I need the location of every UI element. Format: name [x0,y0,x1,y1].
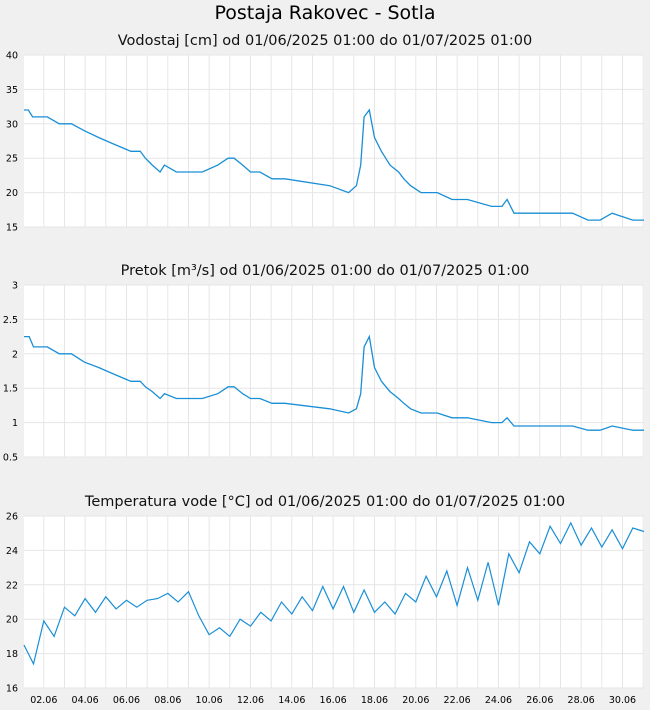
x-tick-label: 24.06 [485,234,512,235]
x-tick-label: 18.06 [361,234,388,235]
x-tick-label: 10.06 [196,695,223,706]
y-tick-label: 2 [12,349,18,360]
x-tick-label: 24.06 [485,464,512,465]
x-tick-label: 14.06 [278,695,305,706]
y-axis-ticks: 0.5 1 1.5 2 2.5 3 [3,281,18,464]
y-tick-label: 25 [6,154,18,165]
x-tick-label: 08.06 [154,695,181,706]
discharge-chart: Pretok [m³/s] od 01/06/2025 01:00 do 01/… [3,263,644,465]
x-tick-label: 16.06 [320,464,347,465]
x-tick-label: 14.06 [278,234,305,235]
x-tick-label: 06.06 [113,234,140,235]
y-tick-label: 1 [12,418,18,429]
x-tick-label: 18.06 [361,464,388,465]
y-tick-label: 35 [6,85,18,96]
x-tick-label: 30.06 [609,234,636,235]
water-level-chart: Vodostaj [cm] od 01/06/2025 01:00 do 01/… [6,33,644,235]
grid [24,54,644,228]
y-tick-label: 15 [6,223,18,234]
x-tick-label: 06.06 [113,695,140,706]
y-tick-label: 0.5 [3,453,18,464]
water-temperature-chart: Temperatura vode [°C] od 01/06/2025 01:0… [6,494,645,706]
series-line [23,521,645,666]
x-tick-label: 14.06 [278,464,305,465]
plot-area [24,55,644,227]
chart-title: Vodostaj [cm] od 01/06/2025 01:00 do 01/… [118,33,532,49]
grid [24,284,644,458]
x-tick-label: 20.06 [402,695,429,706]
y-tick-label: 18 [6,649,18,660]
x-tick-label: 22.06 [444,234,471,235]
x-axis-ticks: 02.06 04.06 06.06 08.06 10.06 12.06 14.06 16.06… [30,464,636,465]
x-tick-label: 28.06 [568,464,595,465]
y-tick-label: 30 [6,119,18,130]
x-tick-label: 12.06 [237,464,264,465]
x-tick-label: 28.06 [568,234,595,235]
y-tick-label: 3 [12,281,18,292]
x-tick-label: 20.06 [402,234,429,235]
plot-area [24,516,644,688]
x-tick-label: 28.06 [568,695,595,706]
x-tick-label: 22.06 [444,464,471,465]
x-tick-label: 02.06 [30,695,57,706]
y-tick-label: 20 [6,188,18,199]
x-tick-label: 26.06 [526,695,553,706]
x-tick-label: 30.06 [609,464,636,465]
x-tick-label: 02.06 [30,464,57,465]
x-tick-label: 06.06 [113,464,140,465]
x-tick-label: 18.06 [361,695,388,706]
y-tick-label: 1.5 [3,384,18,395]
y-tick-label: 20 [6,615,18,626]
x-tick-label: 20.06 [402,464,429,465]
x-tick-label: 22.06 [444,695,471,706]
plot-area [24,285,644,457]
x-tick-label: 10.06 [196,464,223,465]
x-tick-label: 04.06 [72,695,99,706]
series-line [24,108,644,221]
x-tick-label: 16.06 [320,234,347,235]
x-tick-label: 04.06 [72,464,99,465]
x-tick-label: 08.06 [154,464,181,465]
y-axis-ticks: 16 18 20 22 24 26 [6,512,18,695]
x-tick-label: 04.06 [72,234,99,235]
x-tick-label: 12.06 [237,234,264,235]
x-axis-ticks: 02.06 04.06 06.06 08.06 10.06 12.06 14.06 16.06… [30,695,636,706]
x-tick-label: 26.06 [526,464,553,465]
chart-title: Temperatura vode [°C] od 01/06/2025 01:0… [84,494,565,510]
y-tick-label: 24 [6,546,18,557]
y-tick-label: 40 [6,51,18,62]
grid [24,515,644,689]
y-axis-ticks: 15 20 25 30 35 40 [6,51,18,234]
y-tick-label: 26 [6,512,18,523]
x-tick-label: 24.06 [485,695,512,706]
x-tick-label: 12.06 [237,695,264,706]
x-tick-label: 26.06 [526,234,553,235]
page-title: Postaja Rakovec - Sotla [214,2,436,24]
chart-title: Pretok [m³/s] od 01/06/2025 01:00 do 01/… [121,263,530,279]
x-tick-label: 16.06 [320,695,347,706]
series-line [24,334,644,431]
y-tick-label: 22 [6,580,18,591]
x-axis-ticks: 02.06 04.06 06.06 08.06 10.06 12.06 14.06 16.06… [30,234,636,235]
x-tick-label: 02.06 [30,234,57,235]
x-tick-label: 30.06 [609,695,636,706]
y-tick-label: 16 [6,684,18,695]
x-tick-label: 08.06 [154,234,181,235]
y-tick-label: 2.5 [3,315,18,326]
x-tick-label: 10.06 [196,234,223,235]
